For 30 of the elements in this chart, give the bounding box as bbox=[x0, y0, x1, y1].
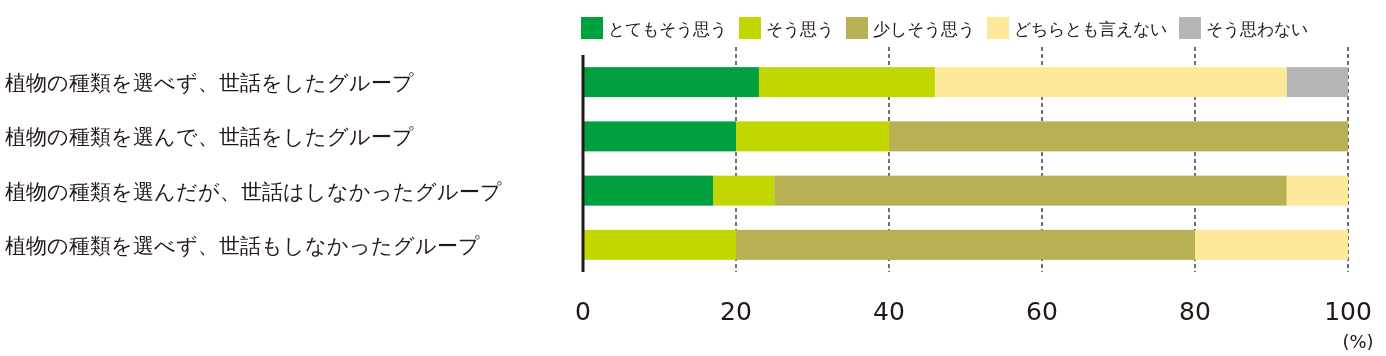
bar bbox=[583, 121, 736, 152]
legend-label: とてもそう思う bbox=[608, 19, 727, 39]
bar bbox=[1195, 229, 1348, 260]
text: (%) bbox=[1342, 331, 1374, 352]
x-tick-label: 80 bbox=[1179, 297, 1211, 326]
legend-label: そう思わない bbox=[1206, 19, 1308, 39]
bar bbox=[774, 175, 1287, 206]
bar bbox=[1286, 175, 1348, 206]
bar bbox=[758, 67, 935, 98]
y-tick-label: 植物の種類を選んで、世話をしたグループ bbox=[5, 125, 414, 150]
bar bbox=[583, 175, 714, 206]
bar bbox=[583, 229, 736, 260]
bar bbox=[1286, 67, 1348, 98]
bar bbox=[934, 67, 1287, 98]
x-tick-label: 20 bbox=[720, 297, 752, 326]
x-tick-label: 0 bbox=[575, 297, 591, 326]
y-tick-label: 植物の種類を選んだが、世話はしなかったグループ bbox=[5, 179, 502, 204]
bar bbox=[583, 67, 759, 98]
y-tick-label: 植物の種類を選べず、世話もしなかったグループ bbox=[5, 233, 480, 258]
x-tick-label: 40 bbox=[873, 297, 905, 326]
x-tick-label: 100 bbox=[1324, 297, 1372, 326]
legend-label: どちらとも言えない bbox=[1014, 19, 1167, 39]
bar bbox=[713, 175, 775, 206]
bar bbox=[889, 121, 1348, 152]
bar bbox=[736, 229, 1195, 260]
legend-label: そう思う bbox=[766, 19, 834, 39]
y-tick-label: 植物の種類を選べず、世話をしたグループ bbox=[5, 71, 414, 96]
x-tick-label: 60 bbox=[1026, 297, 1058, 326]
legend-label: 少しそう思う bbox=[873, 19, 975, 39]
bar bbox=[736, 121, 889, 152]
